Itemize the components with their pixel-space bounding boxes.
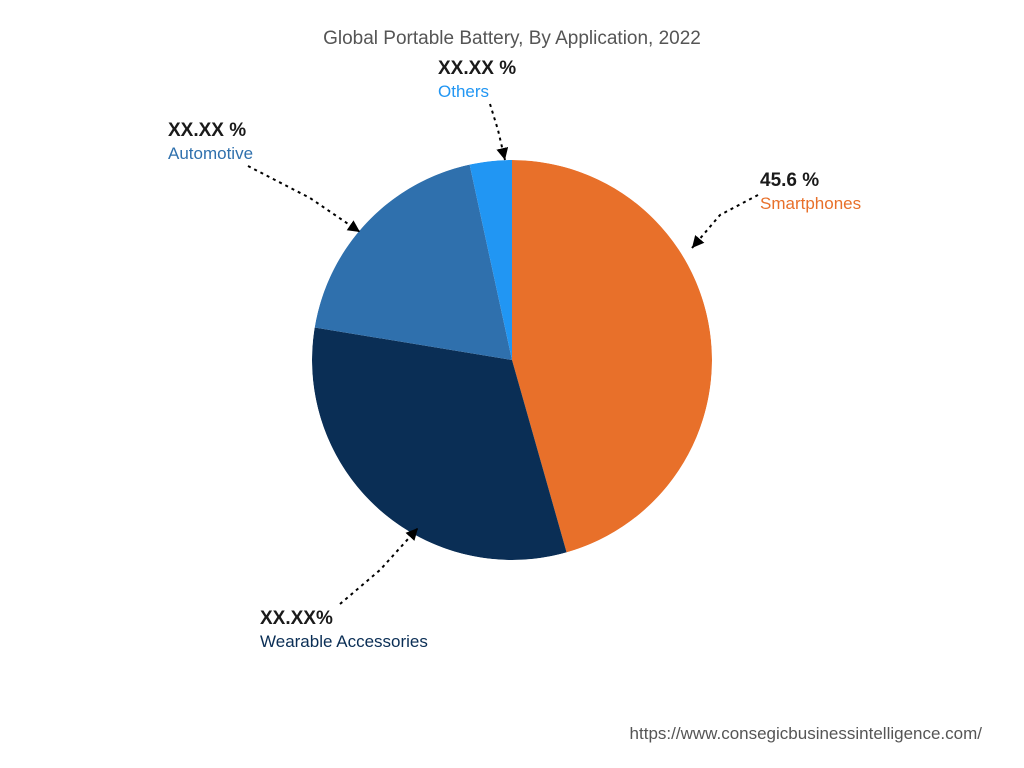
label-automotive-percent: XX.XX %: [168, 120, 253, 142]
label-automotive-category: Automotive: [168, 144, 253, 164]
label-wearable-category: Wearable Accessories: [260, 632, 428, 652]
label-others: XX.XX % Others: [438, 58, 516, 102]
label-smartphones: 45.6 % Smartphones: [760, 170, 861, 214]
footer-url: https://www.consegicbusinessintelligence…: [630, 724, 982, 744]
pie-svg: [312, 160, 712, 560]
chart-title: Global Portable Battery, By Application,…: [0, 28, 1024, 50]
label-others-percent: XX.XX %: [438, 58, 516, 80]
label-others-category: Others: [438, 82, 516, 102]
label-automotive: XX.XX % Automotive: [168, 120, 253, 164]
pie-chart: [312, 160, 712, 560]
label-smartphones-category: Smartphones: [760, 194, 861, 214]
label-wearable: XX.XX% Wearable Accessories: [260, 608, 428, 652]
label-wearable-percent: XX.XX%: [260, 608, 428, 630]
label-smartphones-percent: 45.6 %: [760, 170, 861, 192]
